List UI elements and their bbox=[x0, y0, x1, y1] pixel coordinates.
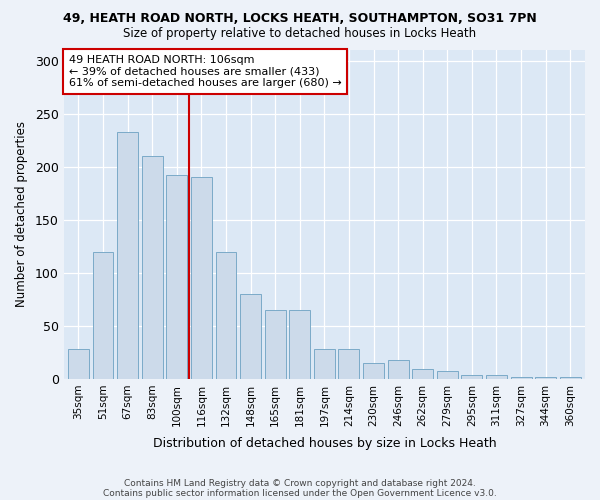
Text: Contains HM Land Registry data © Crown copyright and database right 2024.: Contains HM Land Registry data © Crown c… bbox=[124, 478, 476, 488]
Bar bbox=[215, 252, 236, 379]
Text: 49 HEATH ROAD NORTH: 106sqm
← 39% of detached houses are smaller (433)
61% of se: 49 HEATH ROAD NORTH: 106sqm ← 39% of det… bbox=[69, 55, 341, 88]
Bar bbox=[92, 252, 113, 379]
Bar bbox=[166, 175, 187, 379]
Bar bbox=[314, 349, 335, 379]
Text: 49, HEATH ROAD NORTH, LOCKS HEATH, SOUTHAMPTON, SO31 7PN: 49, HEATH ROAD NORTH, LOCKS HEATH, SOUTH… bbox=[63, 12, 537, 26]
Bar bbox=[486, 374, 507, 379]
Bar bbox=[437, 372, 458, 379]
X-axis label: Distribution of detached houses by size in Locks Heath: Distribution of detached houses by size … bbox=[152, 437, 496, 450]
Text: Size of property relative to detached houses in Locks Heath: Size of property relative to detached ho… bbox=[124, 28, 476, 40]
Bar bbox=[461, 374, 482, 379]
Bar bbox=[388, 360, 409, 379]
Text: Contains public sector information licensed under the Open Government Licence v3: Contains public sector information licen… bbox=[103, 488, 497, 498]
Bar bbox=[265, 310, 286, 379]
Bar bbox=[412, 370, 433, 379]
Bar bbox=[535, 377, 556, 379]
Bar bbox=[338, 349, 359, 379]
Bar bbox=[240, 294, 261, 379]
Bar bbox=[117, 132, 138, 379]
Y-axis label: Number of detached properties: Number of detached properties bbox=[15, 122, 28, 308]
Bar bbox=[191, 178, 212, 379]
Bar bbox=[363, 363, 384, 379]
Bar bbox=[289, 310, 310, 379]
Bar bbox=[68, 349, 89, 379]
Bar bbox=[142, 156, 163, 379]
Bar bbox=[511, 377, 532, 379]
Bar bbox=[560, 377, 581, 379]
